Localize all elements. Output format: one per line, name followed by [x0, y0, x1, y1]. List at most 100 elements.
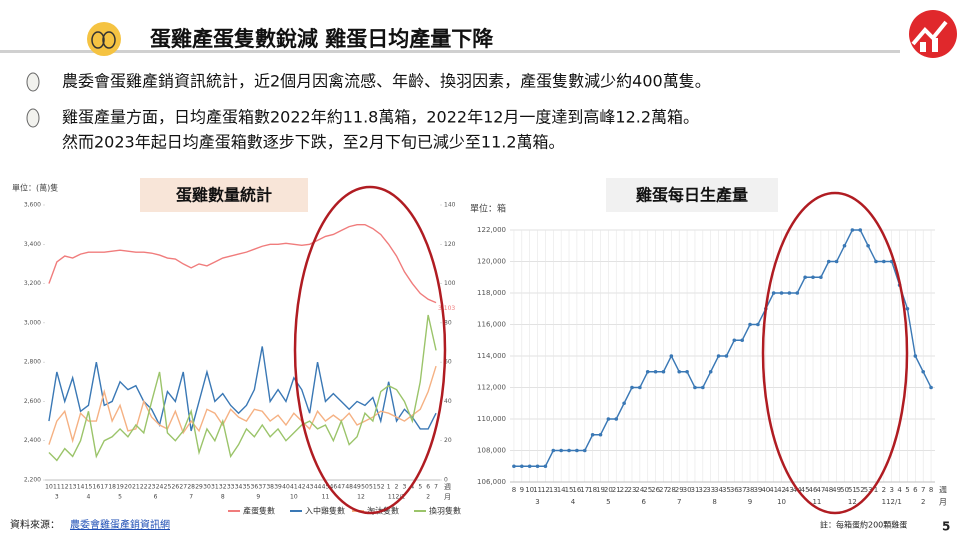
x-tick-label: 17 — [580, 486, 589, 494]
y-tick-label: 2,200 — [24, 477, 41, 484]
point — [661, 369, 666, 374]
x-tick-label: 3 — [889, 486, 893, 494]
bullet-text: 農委會蛋雞產銷資訊統計，近2個月因禽流感、年齡、換羽因素，產蛋隻數減少約400萬… — [62, 72, 711, 91]
logo-mark — [932, 38, 938, 52]
x-tick-label: 27 — [659, 486, 668, 494]
bullet-text: 然而2023年起日均產蛋箱數逐步下跌，至2月下旬已減少至11.2萬箱。 — [62, 133, 565, 152]
point — [606, 417, 611, 421]
point — [795, 291, 800, 295]
x-tick-label: 13 — [549, 486, 558, 494]
x-tick-label: 12 — [541, 486, 550, 494]
bullet-icon — [26, 108, 40, 128]
point — [512, 464, 516, 469]
bullet-icon — [26, 72, 40, 92]
point — [850, 228, 855, 232]
point — [834, 259, 839, 264]
x-tick-label: 46 — [330, 484, 338, 491]
point — [732, 338, 737, 343]
source-link[interactable]: 農委會雞蛋產銷資訊網 — [70, 518, 170, 531]
month-label: 6 — [154, 494, 158, 501]
x-tick-label: 37 — [738, 486, 747, 494]
chart-title-box — [140, 178, 308, 212]
unit-label: 單位：(萬)隻 — [12, 183, 58, 193]
legend-label: 換羽隻數 — [429, 506, 461, 516]
x-tick-label: 11 — [53, 484, 61, 491]
point — [905, 306, 910, 311]
x-tick-label: 3 — [403, 484, 407, 491]
egg-icon-shape — [102, 31, 116, 49]
x-tick-label: 39 — [274, 484, 282, 491]
month-label: 9 — [748, 498, 752, 506]
point — [913, 354, 918, 358]
x-tick-label: 12 — [61, 484, 69, 491]
point — [819, 275, 823, 280]
point — [677, 369, 682, 374]
x-tick-label: 48 — [824, 486, 833, 494]
x-tick-label: 38 — [746, 486, 755, 494]
x-tick-label: 24 — [635, 486, 644, 494]
month-label: 12 — [848, 498, 857, 506]
x-tick-label: 26 — [172, 484, 180, 491]
x-tick-label: 40 — [761, 486, 770, 494]
note: 註：每箱蛋約200顆雞蛋 — [820, 520, 907, 530]
point — [724, 354, 729, 358]
x-tick-label: 33 — [706, 486, 715, 494]
month-label: 9 — [256, 494, 260, 501]
x-tick-label: 11 — [533, 486, 542, 494]
point — [622, 401, 626, 406]
y-tick-label: 3,000 — [24, 319, 41, 326]
y-tick-label: 116,000 — [477, 321, 506, 329]
unit-label: 單位：箱 — [470, 203, 506, 215]
x-tick-label: 49 — [832, 486, 841, 494]
x-tick-label: 23 — [628, 486, 637, 494]
x-tick-label: 46 — [809, 486, 818, 494]
point — [921, 369, 925, 374]
x-tick-label: 18 — [588, 486, 597, 494]
series-line — [48, 314, 437, 462]
x-tick-label: 48 — [345, 484, 353, 491]
x-tick-label: 42 — [298, 484, 306, 491]
x-tick-label: 25 — [164, 484, 172, 491]
y-tick-label: 3,600 — [24, 202, 41, 209]
x-tick-label: 28 — [667, 486, 676, 494]
y-tick-label: 108,000 — [477, 447, 506, 455]
x-tick-label: 14 — [557, 486, 566, 494]
x-tick-label: 16 — [93, 484, 101, 491]
point — [811, 275, 815, 280]
point — [535, 464, 540, 469]
point — [842, 243, 847, 248]
chart-title: 雞蛋每日生產量 — [635, 186, 748, 205]
x-tick-label: 1 — [874, 486, 878, 494]
x-tick-label: 36 — [730, 486, 739, 494]
point — [756, 322, 760, 327]
chart-title: 蛋雞數量統計 — [176, 186, 272, 205]
x-tick-label: 29 — [675, 486, 684, 494]
highlight-ellipse — [761, 191, 909, 515]
series-line — [48, 346, 437, 432]
x-tick-label: 10 — [45, 484, 53, 491]
legend-label: 產蛋隻數 — [243, 506, 275, 516]
value-label: 3,103 — [438, 305, 455, 312]
x-tick-label: 22 — [140, 484, 148, 491]
point — [598, 432, 603, 437]
point — [701, 385, 705, 390]
x-tick-label: 50 — [361, 484, 369, 491]
x-tick-label: 1 — [387, 484, 391, 491]
logo-mark — [920, 42, 926, 52]
x-tick-label: 20 — [604, 486, 613, 494]
point — [929, 385, 933, 390]
x-tick-label: 10 — [525, 486, 534, 494]
x-tick-label: 2 — [882, 486, 886, 494]
x-tick-label: 23 — [148, 484, 156, 491]
highlight-ellipse — [293, 185, 447, 515]
point — [638, 385, 642, 390]
point — [520, 464, 524, 469]
month-label: 3 — [55, 494, 59, 501]
y-tick-label: 118,000 — [477, 289, 506, 297]
point — [787, 291, 792, 295]
header-rule — [0, 50, 900, 53]
month-label: 4 — [87, 494, 91, 501]
month-label: 112/1 — [882, 498, 902, 506]
x-tick-label: 35 — [243, 484, 251, 491]
egg-icon-shape — [91, 31, 105, 49]
